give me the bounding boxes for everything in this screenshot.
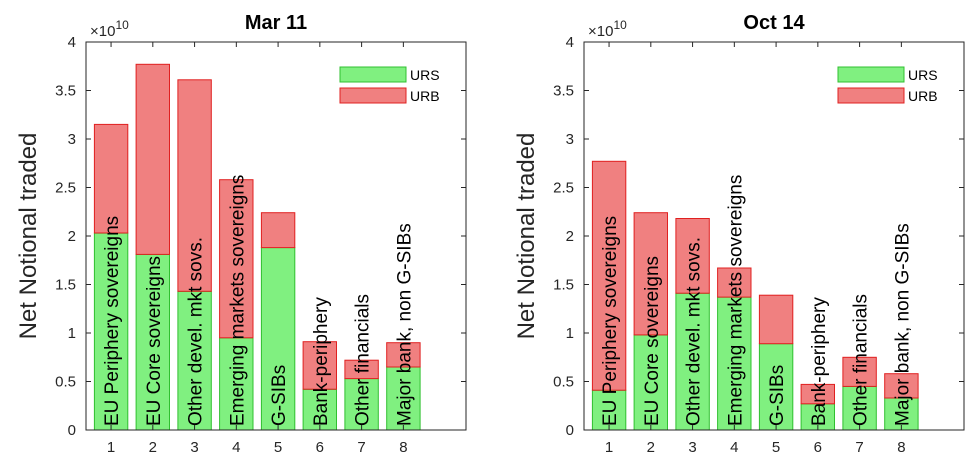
mar11-bar-urs-5 xyxy=(260,247,296,431)
mar11-y-tick-label-7: 3.5 xyxy=(55,83,76,100)
mar11-x-tick-label-8: 8 xyxy=(399,439,407,456)
oct14-x-tick-label-5: 5 xyxy=(772,439,780,456)
mar11-category-label-2: EU Core sovereigns xyxy=(144,256,165,426)
mar11-bar-urs-8 xyxy=(386,366,421,431)
mar11-legend-label-urb: URB xyxy=(410,88,440,104)
mar11-x-tick-label-5: 5 xyxy=(274,439,282,456)
mar11-category-label-8: Major bank, non G-SIBs xyxy=(394,223,415,426)
oct14-bar-urs-2 xyxy=(633,334,668,431)
mar11-bar-urb-5 xyxy=(260,212,296,249)
oct14-bar-urs-3 xyxy=(675,292,710,431)
oct14-x-tick-label-6: 6 xyxy=(814,439,822,456)
mar11-bar-urs-3 xyxy=(177,290,212,431)
oct14-category-label-8: Major bank, non G-SIBs xyxy=(892,223,913,426)
mar11-x-tick-label-1: 1 xyxy=(107,439,115,456)
oct14-title: Oct 14 xyxy=(743,12,805,34)
mar11-category-label-5: G-SIBs xyxy=(269,365,290,426)
oct14-category-label-4: Emerging markets sovereigns xyxy=(725,175,746,426)
oct14-category-label-7: Other financials xyxy=(851,294,872,426)
oct14-bar-urb-5 xyxy=(758,294,794,345)
mar11-x-tick-label-4: 4 xyxy=(232,439,240,456)
oct14-bar-urb-3 xyxy=(675,218,710,294)
oct14-y-tick-label-8: 4 xyxy=(566,34,574,51)
oct14-bar-urs-4 xyxy=(717,296,752,431)
oct14-bar-urb-7 xyxy=(842,356,877,387)
mar11-y-tick-label-0: 0 xyxy=(68,422,76,439)
mar11-y-exponent-power: 10 xyxy=(115,18,129,32)
mar11-bar-urb-7 xyxy=(344,359,379,380)
oct14-y-tick-label-0: 0 xyxy=(566,422,574,439)
mar11-bar-urb-4 xyxy=(219,179,254,339)
mar11-y-tick-label-2: 1 xyxy=(68,325,76,342)
mar11-category-label-6: Bank-periphery xyxy=(311,297,332,426)
mar11-panel: EU Periphery sovereigns EU Core sovereign… xyxy=(15,12,467,456)
oct14-bar-urs-1 xyxy=(591,389,627,431)
oct14-legend: URS URB xyxy=(837,66,938,104)
oct14-bar-urs-8 xyxy=(884,397,919,431)
oct14-y-axis-label: Net Notional traded xyxy=(513,133,540,340)
mar11-category-label-7: Other financials xyxy=(353,294,374,426)
oct14-category-label-3: Other devel. mkt sovs. xyxy=(684,237,705,426)
mar11-legend-swatch-urb xyxy=(339,87,407,104)
oct14-x-tick-label-1: 1 xyxy=(605,439,613,456)
mar11-bar-urb-2 xyxy=(135,63,171,255)
oct14-bar-urb-8 xyxy=(884,373,919,399)
oct14-y-tick-label-1: 0.5 xyxy=(553,374,574,391)
mar11-legend-swatch-urs xyxy=(339,66,407,83)
oct14-legend-label-urs: URS xyxy=(908,67,938,83)
oct14-category-label-6: Bank-periphery xyxy=(809,297,830,426)
mar11-y-tick-label-5: 2.5 xyxy=(55,180,76,197)
oct14-y-tick-label-7: 3.5 xyxy=(553,83,574,100)
mar11-category-label-1: EU Periphery sovereigns xyxy=(102,216,123,426)
mar11-category-label-4: Emerging markets sovereigns xyxy=(227,175,248,426)
oct14-panel: EU Periphery sovereigns EU Core sovereign… xyxy=(513,12,965,456)
oct14-x-tick-label-7: 7 xyxy=(855,439,863,456)
mar11-y-tick-label-3: 1.5 xyxy=(55,277,76,294)
mar11-y-tick-label-8: 4 xyxy=(68,34,76,51)
oct14-x-tick-label-2: 2 xyxy=(647,439,655,456)
oct14-y-exponent: ×1010 xyxy=(588,18,627,40)
mar11-x-tick-label-3: 3 xyxy=(190,439,198,456)
mar11-bar-urs-4 xyxy=(219,337,254,431)
mar11-x-tick-label-6: 6 xyxy=(316,439,324,456)
mar11-legend-label-urs: URS xyxy=(410,67,440,83)
oct14-bar-urs-5 xyxy=(758,343,794,431)
oct14-legend-label-urb: URB xyxy=(908,88,938,104)
oct14-x-tick-label-4: 4 xyxy=(730,439,738,456)
oct14-x-tick-label-8: 8 xyxy=(897,439,905,456)
mar11-y-tick-label-1: 0.5 xyxy=(55,374,76,391)
mar11-x-tick-label-7: 7 xyxy=(357,439,365,456)
mar11-y-exponent: ×1010 xyxy=(90,18,129,40)
mar11-y-tick-label-6: 3 xyxy=(68,131,76,148)
mar11-x-tick-label-2: 2 xyxy=(149,439,157,456)
oct14-y-tick-label-4: 2 xyxy=(566,228,574,245)
oct14-category-label-5: G-SIBs xyxy=(767,365,788,426)
oct14-y-tick-label-2: 1 xyxy=(566,325,574,342)
oct14-category-label-1: EU Periphery sovereigns xyxy=(600,216,621,426)
oct14-y-tick-label-6: 3 xyxy=(566,131,574,148)
oct14-y-exponent-power: 10 xyxy=(613,18,627,32)
mar11-bar-urb-1 xyxy=(93,123,129,234)
oct14-legend-swatch-urb xyxy=(837,87,905,104)
oct14-y-tick-label-3: 1.5 xyxy=(553,277,574,294)
oct14-y-tick-label-5: 2.5 xyxy=(553,180,574,197)
oct14-category-label-2: EU Core sovereigns xyxy=(642,256,663,426)
oct14-bar-urb-6 xyxy=(800,383,835,405)
oct14-bar-urb-2 xyxy=(633,212,668,336)
mar11-title: Mar 11 xyxy=(245,12,307,34)
mar11-bar-urs-7 xyxy=(344,378,379,431)
oct14-x-tick-label-3: 3 xyxy=(688,439,696,456)
mar11-y-axis-label: Net Notional traded xyxy=(15,133,42,340)
mar11-bar-urb-3 xyxy=(177,79,212,292)
mar11-y-tick-label-4: 2 xyxy=(68,228,76,245)
oct14-legend-swatch-urs xyxy=(837,66,905,83)
mar11-bar-urb-8 xyxy=(386,342,421,368)
oct14-bar-urb-4 xyxy=(717,267,752,298)
mar11-bar-urb-6 xyxy=(302,341,338,390)
mar11-legend: URS URB xyxy=(339,66,440,104)
mar11-bar-urs-1 xyxy=(93,232,129,431)
mar11-category-label-3: Other devel. mkt sovs. xyxy=(186,237,207,426)
oct14-bar-urb-1 xyxy=(591,160,627,391)
